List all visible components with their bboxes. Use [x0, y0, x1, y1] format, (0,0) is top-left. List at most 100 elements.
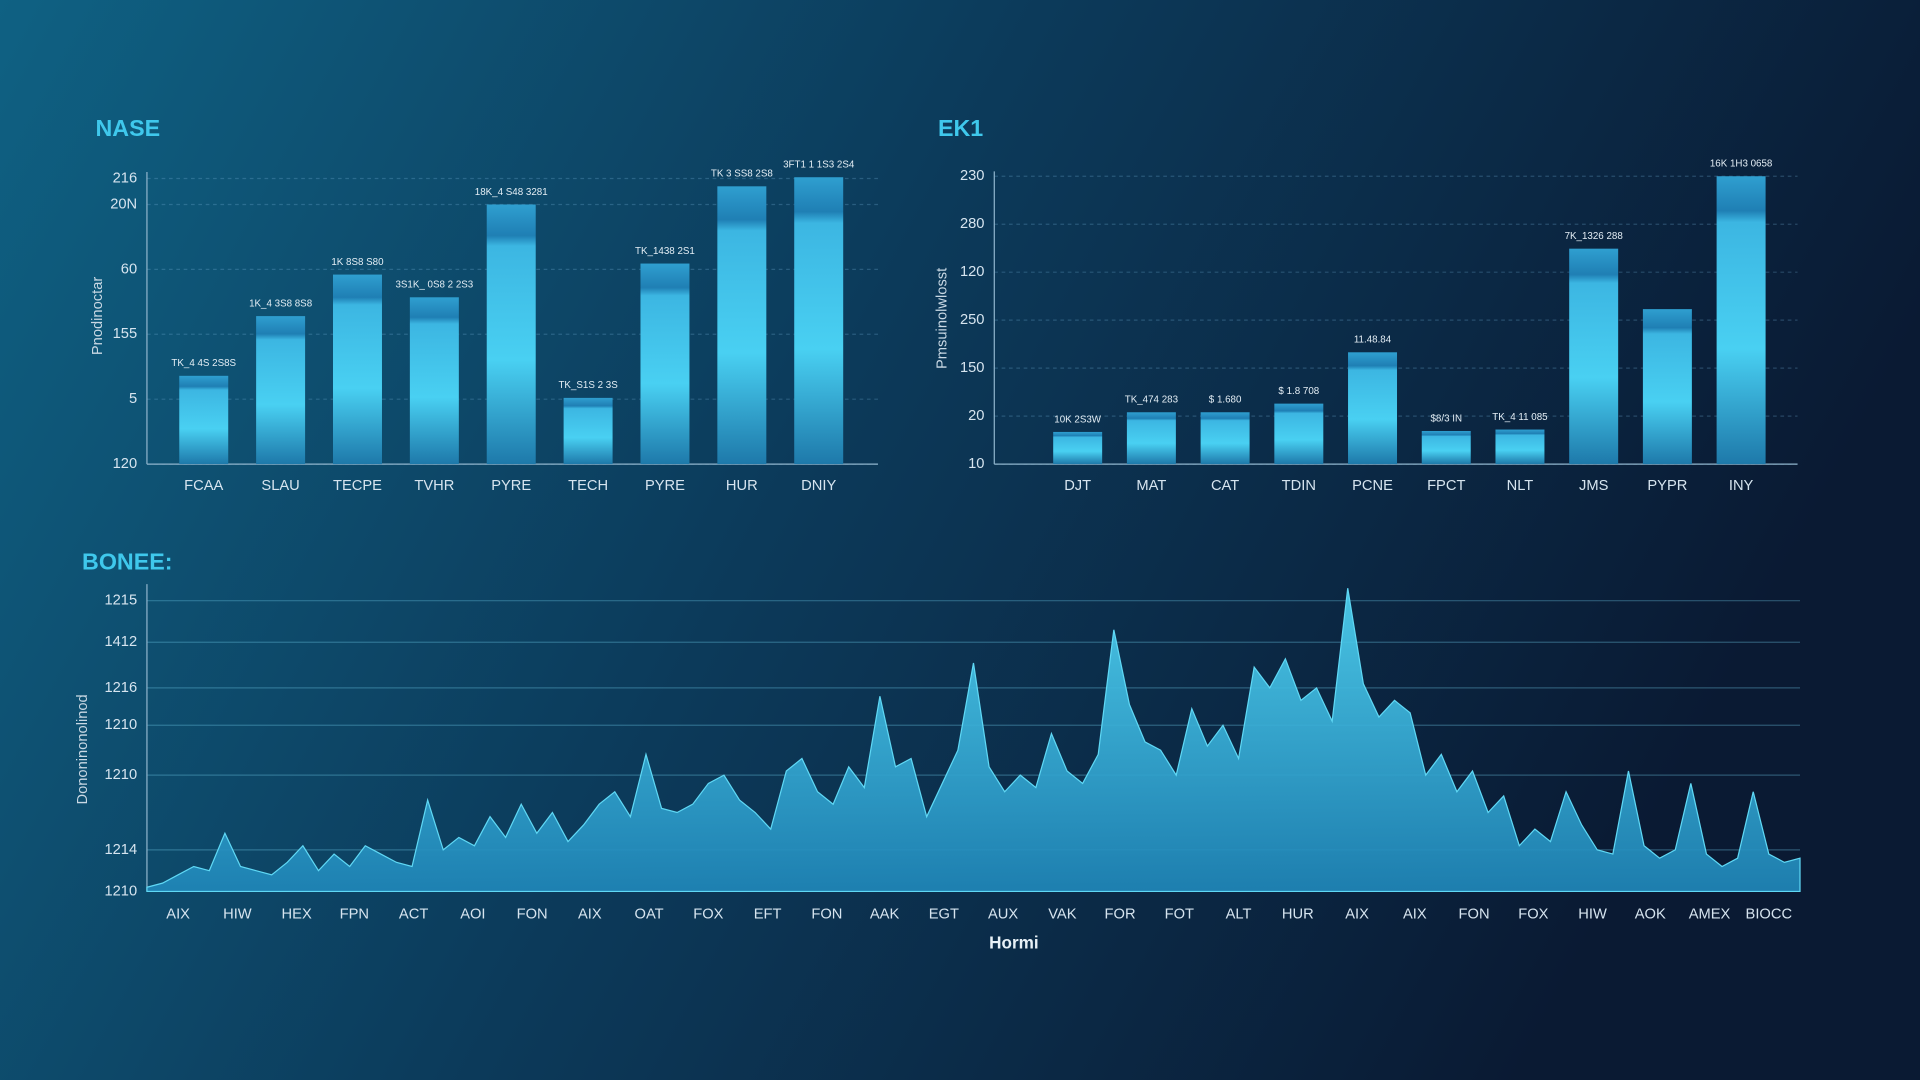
y-tick-label: 1210 — [104, 883, 137, 899]
y-tick-label: 250 — [960, 312, 985, 328]
x-tick-label: JMS — [1579, 478, 1609, 494]
y-tick-label: 20 — [968, 408, 984, 424]
y-tick-label: 20N — [110, 196, 137, 212]
x-tick-label: PCNE — [1352, 478, 1393, 494]
x-tick-label: INY — [1729, 478, 1754, 494]
bar — [1274, 403, 1324, 465]
bar-label: TK_S1S 2 3S — [558, 380, 618, 391]
y-tick-label: 1216 — [104, 680, 137, 696]
y-tick-label: 230 — [960, 168, 985, 184]
x-tick-label: TDIN — [1282, 478, 1316, 494]
bar-label: 1K 8S8 S80 — [331, 257, 384, 268]
chart-title: EK1 — [938, 115, 983, 141]
y-axis-label: Dononinonolinod — [75, 694, 91, 804]
x-tick-label: VAK — [1048, 907, 1077, 923]
x-tick-label: FCAA — [184, 478, 223, 494]
x-tick-label: AUX — [988, 907, 1018, 923]
x-tick-label: HUR — [726, 478, 758, 494]
y-tick-label: 1210 — [104, 717, 137, 733]
x-tick-label: AIX — [1345, 907, 1369, 923]
bar — [332, 274, 382, 465]
x-axis-label: Hormi — [989, 933, 1038, 953]
y-tick-label: 5 — [129, 391, 137, 407]
x-tick-label: FON — [517, 907, 548, 923]
x-tick-label: DJT — [1064, 478, 1091, 494]
bar-label: TK_4 4S 2S8S — [171, 358, 236, 369]
x-tick-label: AOI — [460, 907, 485, 923]
bar-label: 18K_4 S48 3281 — [475, 187, 548, 198]
bar — [1642, 309, 1692, 465]
x-tick-label: HUR — [1282, 907, 1314, 923]
bar — [256, 316, 306, 465]
y-tick-label: 120 — [960, 264, 985, 280]
area — [146, 588, 1801, 893]
y-tick-label: 1412 — [104, 634, 137, 650]
y-tick-label: 1210 — [104, 767, 137, 783]
bar — [717, 186, 767, 465]
x-tick-label: SLAU — [261, 478, 299, 494]
bar-label: TK_1438 2S1 — [635, 246, 695, 257]
x-tick-label: MAT — [1136, 478, 1166, 494]
bar-label: $ 1.680 — [1209, 395, 1242, 406]
x-tick-label: AIX — [1403, 907, 1427, 923]
y-tick-label: 216 — [113, 170, 138, 186]
y-tick-label: 155 — [113, 326, 138, 342]
x-tick-label: FOT — [1165, 907, 1194, 923]
y-tick-label: 120 — [113, 456, 138, 472]
bar-label: 11.48.84 — [1354, 335, 1392, 346]
bar-label: TK_474 283 — [1125, 395, 1179, 406]
chart-title: NASE — [96, 115, 161, 141]
bar-label: 3S1K_ 0S8 2 2S3 — [395, 280, 473, 291]
x-tick-label: FON — [811, 907, 842, 923]
bar — [1569, 248, 1619, 465]
x-tick-label: EGT — [929, 907, 959, 923]
x-tick-label: HIW — [223, 907, 252, 923]
bar-label: 3FT1 1 1S3 2S4 — [783, 160, 855, 171]
y-tick-label: 280 — [960, 216, 985, 232]
bar-label: 7K_1326 288 — [1565, 231, 1624, 242]
x-tick-label: PYPR — [1647, 478, 1687, 494]
bar — [486, 204, 536, 465]
y-tick-label: 1215 — [104, 593, 137, 609]
x-tick-label: OAT — [635, 907, 664, 923]
x-tick-label: EFT — [754, 907, 782, 923]
x-tick-label: CAT — [1211, 478, 1239, 494]
x-tick-label: AIX — [578, 907, 602, 923]
x-tick-label: HIW — [1578, 907, 1607, 923]
y-axis-label: Pnodinoctar — [90, 277, 106, 355]
bar-label: $ 1.8 708 — [1278, 386, 1319, 397]
x-tick-label: AIX — [166, 907, 190, 923]
y-tick-label: 1214 — [104, 842, 137, 858]
bar — [179, 375, 229, 465]
bar — [1200, 412, 1250, 465]
x-tick-label: PYRE — [645, 478, 685, 494]
bar — [640, 263, 690, 465]
x-tick-label: FPCT — [1427, 478, 1465, 494]
bar — [1716, 176, 1766, 465]
bar — [1348, 352, 1398, 465]
bar — [1053, 431, 1103, 465]
x-tick-label: AOK — [1635, 907, 1666, 923]
y-tick-label: 10 — [968, 456, 984, 472]
x-tick-label: PYRE — [491, 478, 531, 494]
bar — [1495, 429, 1545, 465]
x-tick-label: ALT — [1226, 907, 1252, 923]
x-tick-label: FOX — [1518, 907, 1548, 923]
x-tick-label: TVHR — [414, 478, 454, 494]
bar-label: TK_4 11 085 — [1492, 412, 1548, 423]
bar-label: 10K 2S3W — [1054, 414, 1102, 425]
x-tick-label: DNIY — [801, 478, 836, 494]
y-axis-label: Pmsuinolwlosst — [935, 268, 951, 369]
chart-title: BONEE: — [82, 548, 172, 574]
bar — [409, 297, 459, 465]
bar — [794, 177, 844, 465]
x-tick-label: FOR — [1105, 907, 1136, 923]
x-tick-label: HEX — [282, 907, 312, 923]
bar-label: $8/3 IN — [1430, 413, 1462, 424]
x-tick-label: ACT — [399, 907, 428, 923]
x-tick-label: FOX — [693, 907, 723, 923]
bar-label: TK 3 SS8 2S8 — [711, 169, 774, 180]
bar — [1421, 430, 1471, 465]
